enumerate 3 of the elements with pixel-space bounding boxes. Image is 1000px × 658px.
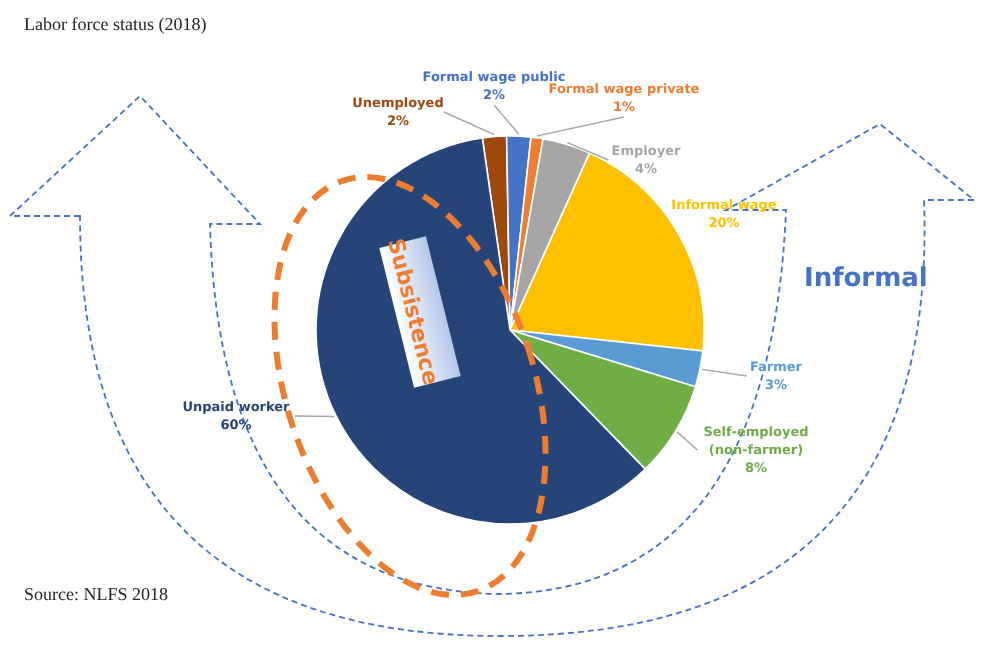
source-note: Source: NLFS 2018 — [24, 584, 169, 604]
text: Informal — [804, 264, 928, 294]
chart-title: Labor force status (2018) — [24, 14, 207, 34]
